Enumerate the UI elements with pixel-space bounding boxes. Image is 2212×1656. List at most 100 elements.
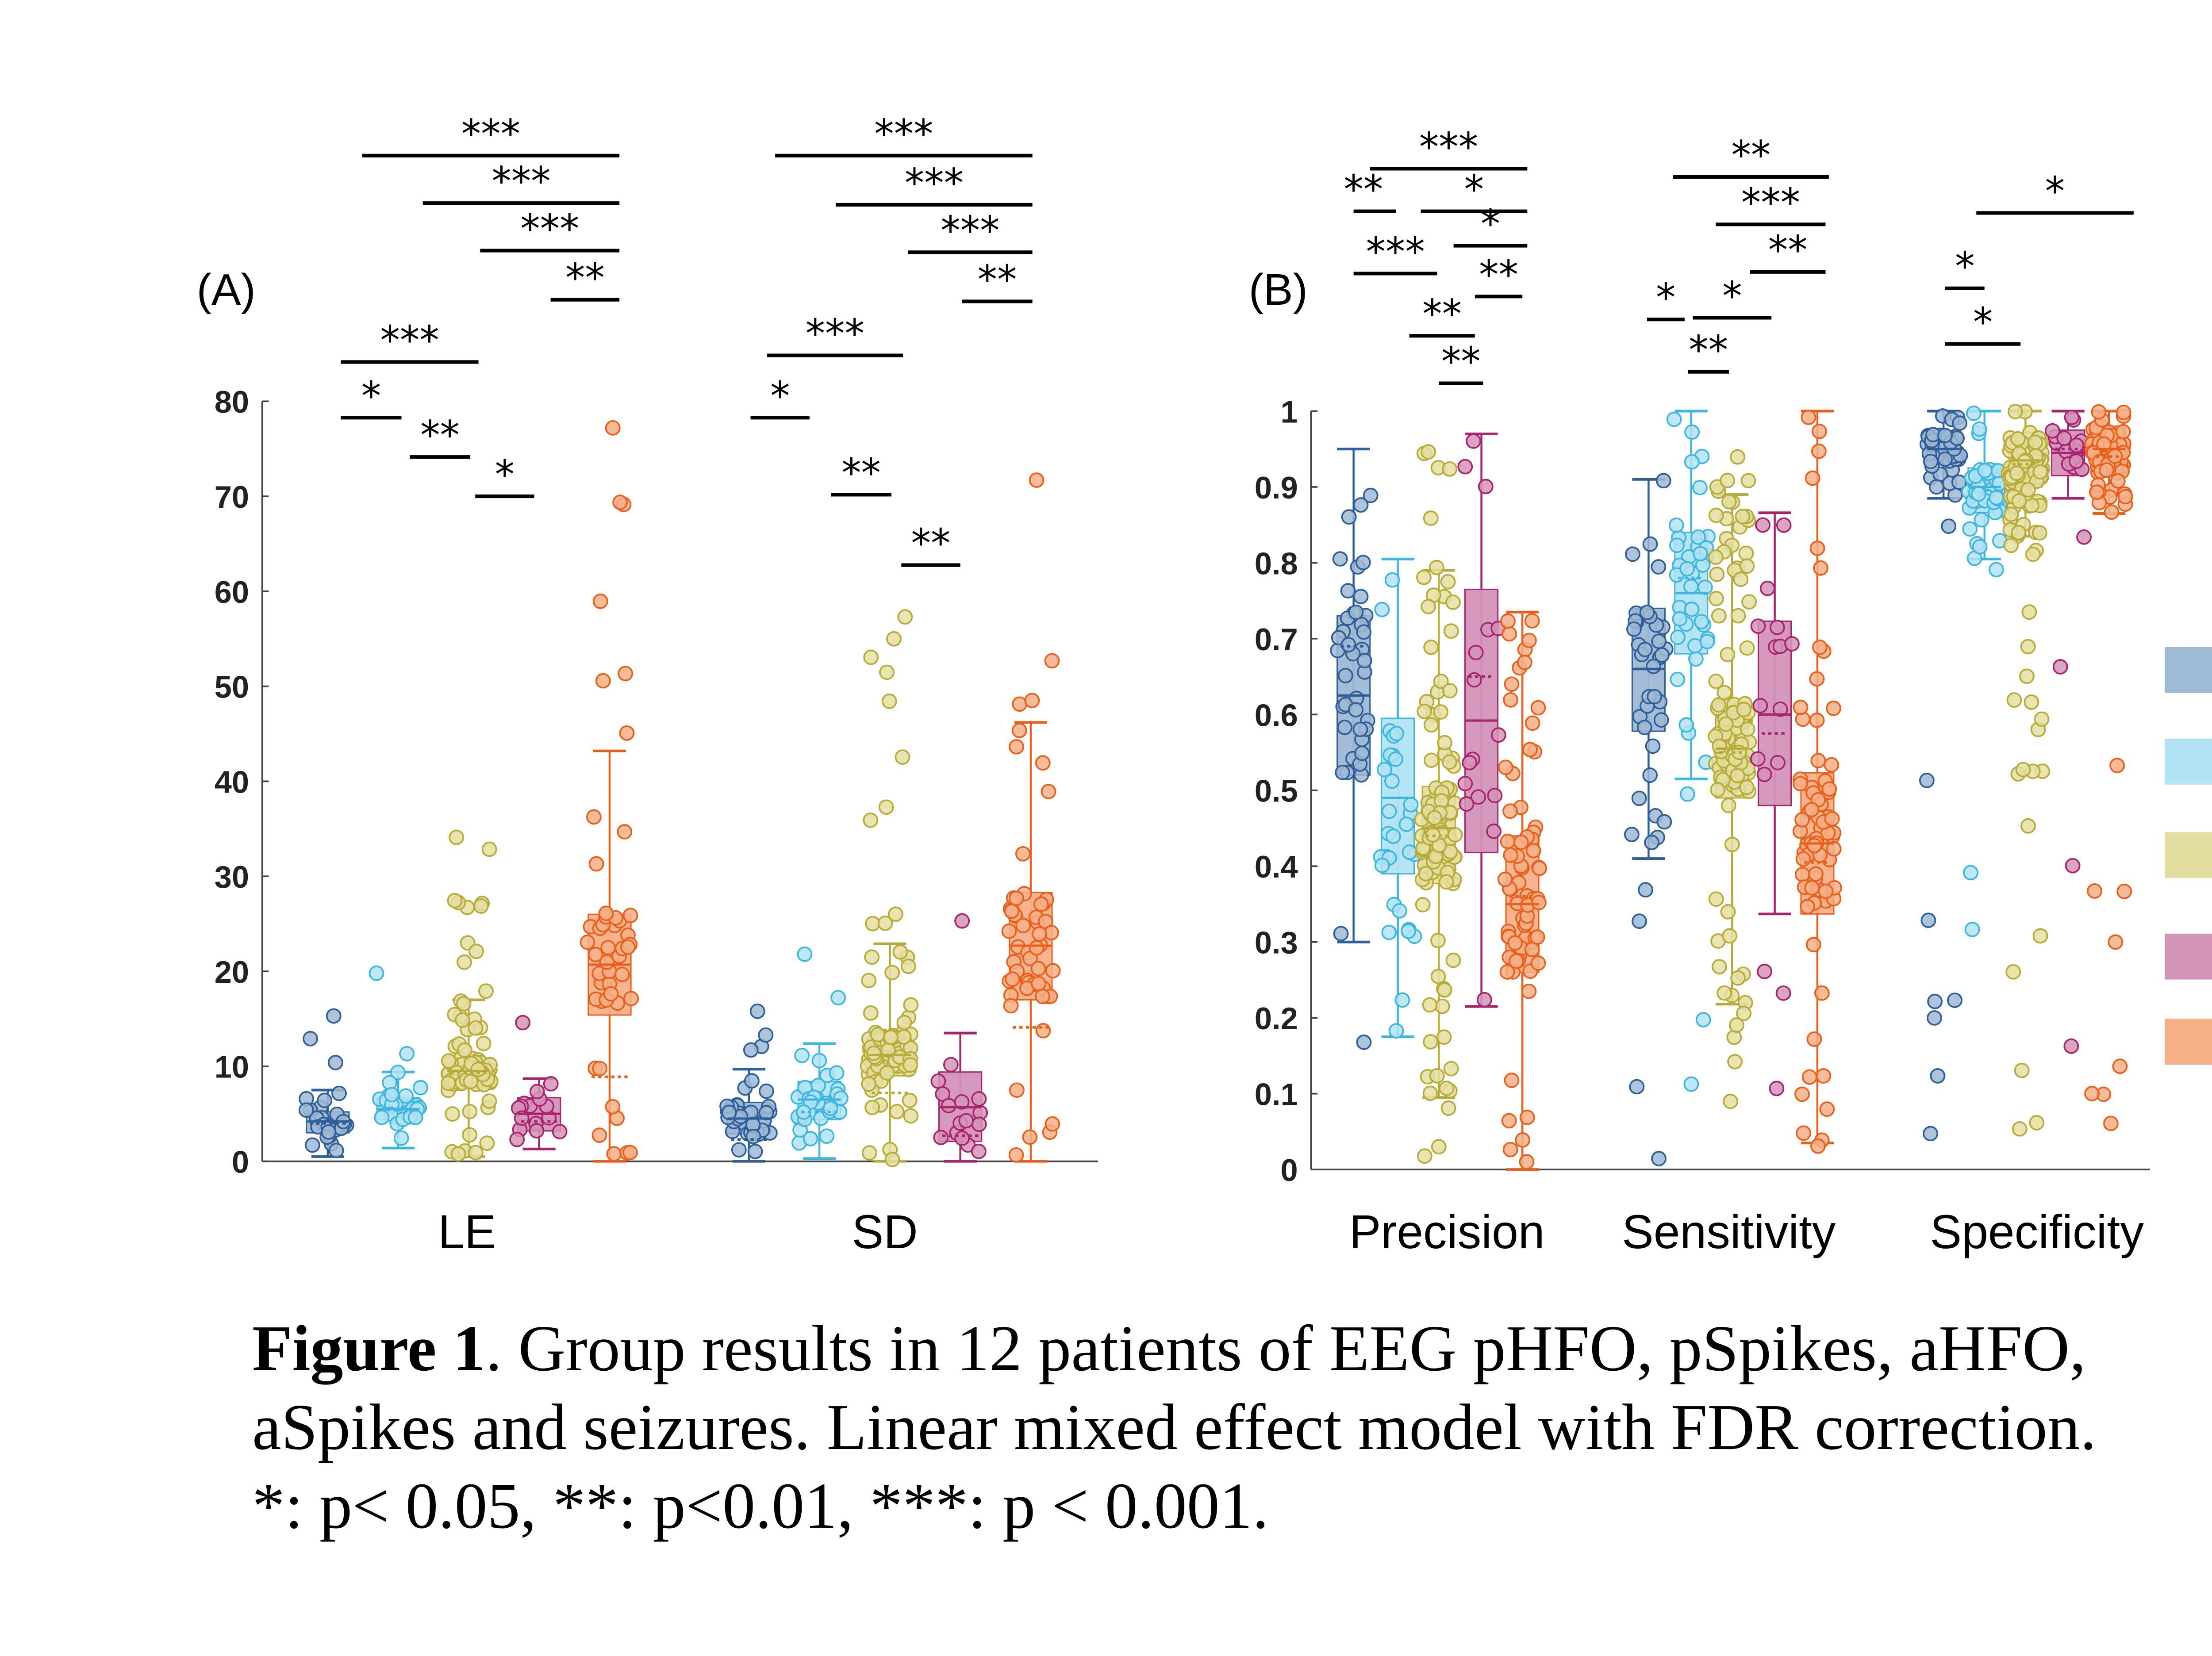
data-point	[879, 1065, 895, 1081]
data-point	[614, 966, 630, 982]
data-point	[1972, 539, 1988, 555]
data-point	[1500, 613, 1516, 629]
data-point	[1684, 424, 1700, 440]
significance-label: *	[495, 452, 515, 498]
data-point	[1720, 647, 1736, 663]
data-point	[1035, 755, 1051, 771]
data-point	[1335, 764, 1351, 780]
data-point	[2084, 1086, 2100, 1101]
data-point	[1776, 517, 1792, 533]
data-point	[1735, 509, 1751, 525]
data-point	[1377, 762, 1392, 778]
data-point	[2063, 1038, 2079, 1054]
data-point	[897, 609, 913, 625]
data-point	[1722, 928, 1738, 944]
data-point	[2045, 423, 2060, 439]
data-point	[1022, 1129, 1038, 1145]
data-point	[2028, 434, 2043, 450]
data-point	[2011, 493, 2027, 509]
data-point	[1826, 700, 1841, 716]
data-point	[1812, 639, 1828, 655]
data-point	[2089, 484, 2104, 500]
data-point	[1504, 1073, 1520, 1088]
significance-label: **	[1344, 166, 1383, 212]
data-point	[1443, 623, 1459, 639]
data-point	[1626, 621, 1642, 637]
data-point	[1436, 982, 1452, 998]
box-Seizure	[1750, 511, 1800, 1096]
data-point	[1711, 697, 1727, 713]
data-point	[2096, 436, 2112, 452]
panel-b: 0 0.1 0.2 0.3 0.4 0.5 0.6 0.7 0.8 0.9 1 (B) Precisio…	[1249, 124, 2150, 1258]
box-Seizure	[2045, 410, 2092, 1054]
data-point	[2115, 424, 2131, 440]
data-point	[1683, 579, 1699, 594]
data-point	[1809, 540, 1825, 556]
data-point	[449, 829, 465, 845]
data-point	[943, 1057, 959, 1073]
significance-label: ***	[1741, 180, 1800, 226]
data-point	[2020, 818, 2036, 834]
data-point	[1669, 537, 1685, 553]
category-label: Precision	[1349, 1205, 1545, 1258]
data-point	[1423, 510, 1439, 526]
data-point	[1530, 955, 1546, 971]
significance-label: ***	[1366, 229, 1425, 275]
significance-label: *	[361, 373, 381, 419]
caption-label: Figure 1	[252, 1312, 486, 1385]
data-point	[1962, 521, 1978, 537]
data-point	[2103, 1116, 2119, 1131]
data-point	[1001, 923, 1017, 939]
data-point	[543, 1076, 559, 1092]
significance-label: **	[1441, 338, 1481, 384]
data-point	[1531, 895, 1547, 910]
data-point	[884, 1152, 900, 1167]
box-pHFO	[719, 1003, 778, 1163]
y-tick-label: 0	[232, 1145, 249, 1180]
data-point	[456, 996, 472, 1012]
data-point	[1800, 899, 1815, 915]
data-point	[1720, 472, 1736, 488]
panel-label: (B)	[1249, 265, 1308, 314]
data-point	[1442, 683, 1458, 698]
box-pSpike	[1666, 410, 1716, 1092]
data-point	[1974, 512, 1989, 528]
data-point	[1030, 961, 1046, 977]
data-point	[328, 1142, 344, 1158]
data-point	[468, 1145, 484, 1161]
data-point	[2104, 504, 2120, 520]
data-point	[1374, 602, 1390, 617]
data-point	[1500, 833, 1516, 849]
y-tick-label: 10	[215, 1050, 249, 1085]
data-point	[1810, 753, 1826, 769]
data-point	[896, 1029, 912, 1045]
data-point	[2117, 489, 2133, 505]
data-point	[1032, 926, 1048, 942]
data-point	[1467, 672, 1482, 688]
data-point	[1521, 983, 1537, 999]
data-point	[1801, 1069, 1817, 1085]
data-point	[1459, 796, 1475, 812]
data-point	[1508, 953, 1524, 969]
data-point	[1708, 507, 1724, 523]
data-point	[866, 1045, 882, 1061]
data-point	[1519, 1154, 1535, 1170]
data-point	[1720, 797, 1736, 813]
caption-line-1: . Group results in 12 patients of EEG pH…	[485, 1312, 2086, 1385]
data-point	[1636, 720, 1652, 736]
data-point	[529, 1084, 545, 1100]
data-point	[1468, 644, 1484, 660]
data-point	[476, 1035, 492, 1051]
data-point	[1717, 985, 1732, 1001]
data-point	[1394, 992, 1410, 1008]
box-pSpike	[1373, 557, 1422, 1039]
data-point	[1035, 989, 1051, 1004]
data-point	[1009, 739, 1024, 755]
data-point	[1423, 639, 1439, 655]
data-point	[1447, 827, 1463, 843]
data-point	[1692, 479, 1708, 495]
data-point	[606, 1146, 622, 1162]
data-point	[1708, 673, 1724, 689]
data-point	[833, 1090, 849, 1106]
box-pSpike	[1961, 405, 2008, 937]
